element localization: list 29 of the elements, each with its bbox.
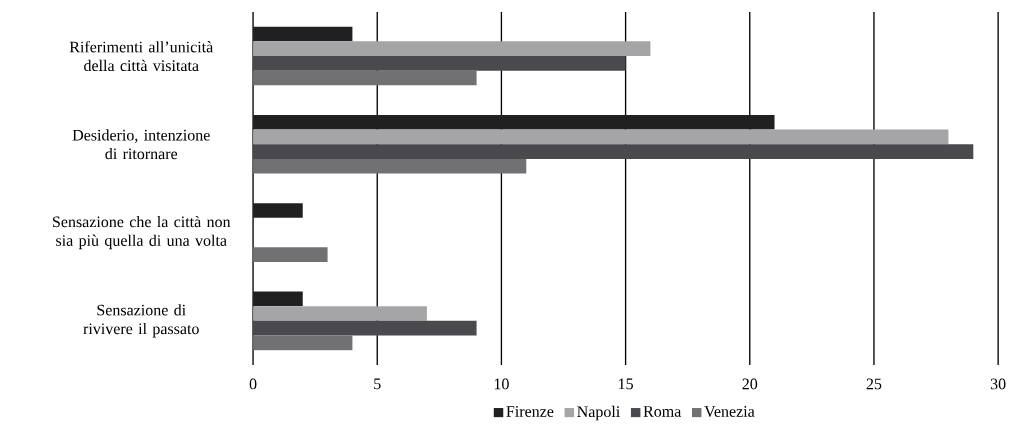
x-tick-label: 0: [249, 378, 257, 390]
bar: [253, 56, 626, 71]
bar: [253, 26, 353, 42]
y-tick-label: Sensazione che la città non sia più quella di una volta: [53, 215, 231, 250]
legend-label: Napoli: [577, 405, 620, 421]
legend-label: Roma: [643, 406, 682, 417]
legend-label: Firenze: [506, 406, 554, 417]
x-tick-label: 25: [866, 378, 882, 390]
bar: [253, 203, 303, 218]
bar: [253, 129, 949, 145]
bar: [253, 158, 527, 174]
x-tick-label: 20: [742, 378, 758, 390]
bar: [253, 335, 353, 351]
bar: [253, 114, 775, 130]
bar: [253, 320, 477, 336]
bar: [253, 291, 303, 307]
x-tick-label: 30: [990, 378, 1006, 390]
x-tick-label: 5: [374, 378, 381, 390]
bar: [253, 306, 427, 321]
bar: [253, 247, 328, 262]
bar: [253, 70, 477, 86]
y-tick-label: Riferimenti all’unicità della città visitata: [69, 40, 214, 72]
y-tick-label: Sensazione di rivivere il passato: [83, 304, 199, 338]
x-tick-label: 15: [619, 378, 633, 390]
bar: [253, 41, 651, 57]
x-tick-label: 10: [494, 378, 509, 390]
bar: [253, 144, 974, 159]
legend-label: Venezia: [704, 406, 755, 417]
y-tick-label: Desiderio, intenzione di ritornare: [72, 129, 210, 160]
